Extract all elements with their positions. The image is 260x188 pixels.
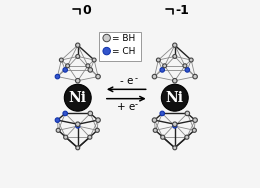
Text: -: -	[135, 100, 138, 109]
Circle shape	[152, 74, 157, 79]
Text: = BH: = BH	[112, 33, 135, 42]
Circle shape	[96, 118, 100, 122]
Circle shape	[189, 58, 193, 62]
Circle shape	[160, 68, 165, 72]
Circle shape	[153, 128, 157, 132]
Circle shape	[88, 135, 92, 139]
Text: + e: + e	[117, 102, 135, 112]
Text: -1: -1	[175, 4, 189, 17]
Text: Ni: Ni	[69, 91, 87, 105]
Circle shape	[185, 111, 190, 116]
Circle shape	[95, 128, 99, 132]
Circle shape	[63, 68, 67, 72]
Text: -: -	[135, 74, 138, 83]
Circle shape	[157, 58, 160, 62]
Text: - e: - e	[120, 76, 133, 86]
FancyBboxPatch shape	[99, 32, 141, 61]
Circle shape	[76, 124, 80, 128]
Circle shape	[173, 122, 177, 127]
Circle shape	[66, 64, 70, 68]
Circle shape	[75, 78, 80, 83]
Circle shape	[192, 128, 196, 132]
Circle shape	[63, 111, 67, 116]
Circle shape	[103, 47, 110, 55]
Circle shape	[173, 78, 177, 83]
Text: Ni: Ni	[166, 91, 184, 105]
Circle shape	[185, 135, 189, 139]
Circle shape	[185, 68, 190, 72]
Circle shape	[76, 43, 80, 47]
Circle shape	[55, 74, 60, 79]
Circle shape	[173, 124, 177, 128]
Circle shape	[92, 58, 96, 62]
Circle shape	[56, 128, 60, 132]
Circle shape	[76, 55, 80, 58]
Circle shape	[173, 146, 177, 150]
Circle shape	[64, 84, 91, 111]
Circle shape	[161, 84, 188, 111]
Circle shape	[55, 118, 60, 122]
Circle shape	[173, 55, 177, 58]
Circle shape	[86, 64, 90, 68]
Circle shape	[193, 118, 197, 122]
Circle shape	[183, 64, 187, 68]
Circle shape	[103, 34, 110, 42]
Circle shape	[64, 135, 68, 139]
Circle shape	[152, 118, 157, 122]
Circle shape	[160, 111, 165, 116]
Circle shape	[163, 64, 167, 68]
Circle shape	[88, 111, 93, 116]
Circle shape	[88, 68, 93, 72]
Text: = CH: = CH	[112, 47, 136, 56]
Circle shape	[193, 74, 197, 79]
Circle shape	[75, 122, 80, 127]
Circle shape	[96, 74, 100, 79]
Circle shape	[161, 135, 165, 139]
Text: 0: 0	[82, 4, 91, 17]
Circle shape	[173, 43, 177, 47]
Circle shape	[76, 146, 80, 150]
Circle shape	[59, 58, 63, 62]
